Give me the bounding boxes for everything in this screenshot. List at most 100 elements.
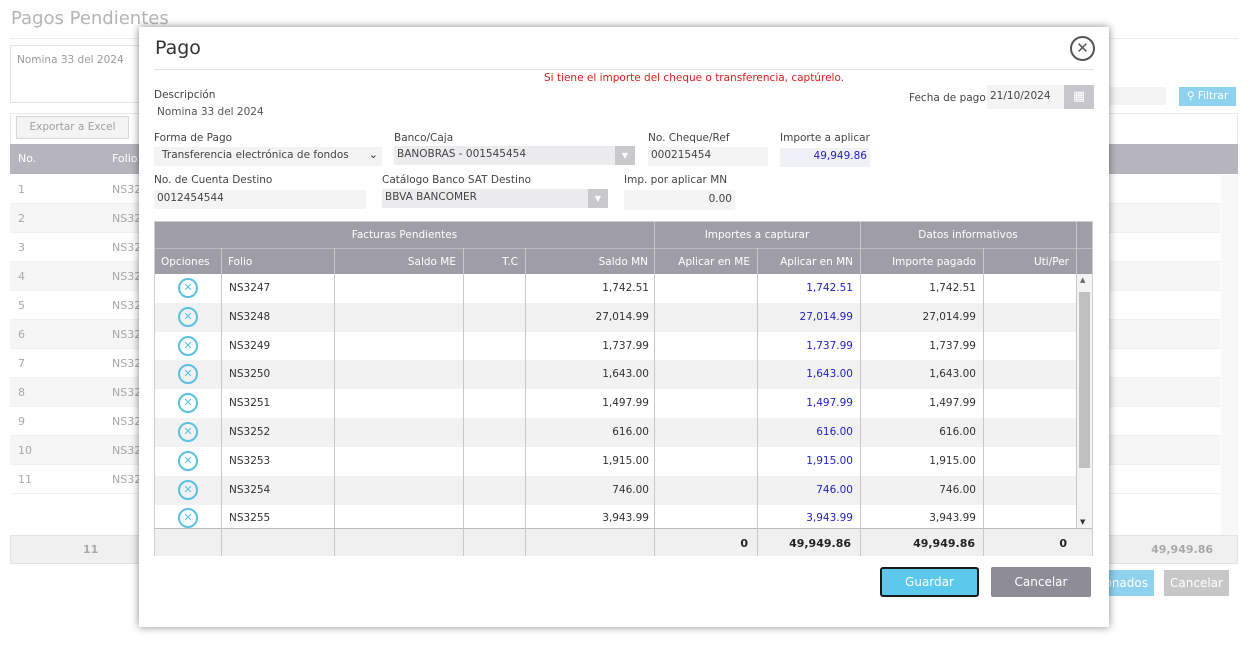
scrollbar[interactable] xyxy=(1221,175,1238,535)
grid-scrollbar[interactable]: ▲ ▼ xyxy=(1077,274,1092,528)
row-folio: NS32 xyxy=(112,473,142,486)
total-aplicar-me: 0 xyxy=(740,537,748,550)
row-aplicar-mn[interactable]: 746.00 xyxy=(816,483,853,496)
search-icon: ⚲ xyxy=(1186,90,1195,102)
row-importe-pagado: 27,014.99 xyxy=(922,310,976,323)
row-saldo-mn: 1,742.51 xyxy=(602,282,649,294)
forma-pago-label: Forma de Pago xyxy=(154,132,233,144)
warning-text: Si tiene el importe del cheque o transfe… xyxy=(544,72,845,84)
table-row[interactable]: ✕ NS3248 27,014.99 27,014.99 27,014.99 xyxy=(155,302,1076,332)
row-aplicar-mn[interactable]: 3,943.99 xyxy=(806,512,853,525)
close-icon[interactable]: ✕ xyxy=(1070,36,1095,61)
col-importe-pagado: Importe pagado xyxy=(892,256,976,268)
scroll-thumb[interactable] xyxy=(1079,292,1090,468)
table-row[interactable]: ✕ NS3252 616.00 616.00 616.00 xyxy=(155,418,1076,447)
row-folio: NS32 xyxy=(112,299,142,312)
remove-circle-icon[interactable]: ✕ xyxy=(178,335,198,356)
remove-circle-icon[interactable]: ✕ xyxy=(178,278,198,298)
remove-circle-icon[interactable]: ✕ xyxy=(178,450,198,471)
footer-count: 11 xyxy=(83,543,99,556)
row-saldo-mn: 1,915.00 xyxy=(602,454,649,467)
remove-circle-icon[interactable]: ✕ xyxy=(178,393,198,414)
table-row[interactable]: ✕ NS3247 1,742.51 1,742.51 1,742.51 xyxy=(155,274,1076,303)
table-row[interactable]: ✕ NS3251 1,497.99 1,497.99 1,497.99 xyxy=(155,389,1076,418)
row-folio: NS3249 xyxy=(229,339,271,352)
col-uti-per: Uti/Per xyxy=(1034,256,1069,268)
grid-body: ✕ NS3247 1,742.51 1,742.51 1,742.51 ✕ NS3248 27… xyxy=(155,274,1076,528)
export-excel-button[interactable]: Exportar a Excel xyxy=(16,116,129,139)
forma-pago-value: Transferencia electrónica de fondos xyxy=(162,149,349,161)
table-row[interactable]: ✕ NS3254 746.00 746.00 746.00 xyxy=(155,475,1076,505)
row-number: 1 xyxy=(18,183,25,196)
fecha-input[interactable]: 21/10/2024 xyxy=(987,85,1065,109)
col-no: No. xyxy=(18,152,37,165)
save-button[interactable]: Guardar xyxy=(880,567,979,597)
divider xyxy=(154,69,1094,70)
row-saldo-mn: 3,943.99 xyxy=(602,512,649,525)
row-folio: NS3254 xyxy=(229,483,271,496)
row-aplicar-mn[interactable]: 616.00 xyxy=(816,426,853,438)
col-tc: T.C xyxy=(502,256,518,268)
row-aplicar-mn[interactable]: 1,737.99 xyxy=(806,339,853,352)
table-row[interactable]: ✕ NS3255 3,943.99 3,943.99 3,943.99 xyxy=(155,504,1076,528)
filter-input[interactable] xyxy=(1090,87,1166,105)
row-saldo-mn: 746.00 xyxy=(612,483,649,496)
por-aplicar-label: Imp. por aplicar MN xyxy=(624,174,728,186)
forma-pago-select[interactable]: Transferencia electrónica de fondos ⌄ xyxy=(154,147,382,166)
table-row[interactable]: ✕ NS3250 1,643.00 1,643.00 1,643.00 xyxy=(155,360,1076,390)
catalogo-select[interactable]: BBVA BANCOMER ▼ xyxy=(382,189,608,208)
row-aplicar-mn[interactable]: 1,915.00 xyxy=(806,454,853,467)
row-folio: NS32 xyxy=(112,415,142,428)
row-aplicar-mn[interactable]: 27,014.99 xyxy=(799,310,853,323)
remove-circle-icon[interactable]: ✕ xyxy=(178,479,198,500)
grid-group-header: Facturas Pendientes Importes a capturar … xyxy=(155,222,1092,248)
cheque-label: No. Cheque/Ref xyxy=(648,132,730,144)
remove-circle-icon[interactable]: ✕ xyxy=(178,422,198,442)
col-saldo-me: Saldo ME xyxy=(407,256,456,268)
group-datos: Datos informativos xyxy=(918,229,1018,241)
scroll-down-icon[interactable]: ▼ xyxy=(1080,518,1086,526)
banco-label: Banco/Caja xyxy=(394,132,454,144)
row-folio: NS32 xyxy=(112,183,142,196)
calendar-icon[interactable]: ▦ xyxy=(1064,85,1094,109)
total-importe-pagado: 49,949.86 xyxy=(913,537,975,550)
col-aplicar-mn: Aplicar en MN xyxy=(780,256,853,268)
row-folio: NS3247 xyxy=(229,282,271,294)
table-row[interactable]: ✕ NS3253 1,915.00 1,915.00 1,915.00 xyxy=(155,447,1076,476)
cuenta-input[interactable]: 0012454544 xyxy=(154,190,366,209)
row-aplicar-mn[interactable]: 1,643.00 xyxy=(806,368,853,381)
row-number: 4 xyxy=(18,270,25,283)
remove-circle-icon[interactable]: ✕ xyxy=(178,364,198,385)
importe-input[interactable]: 49,949.86 xyxy=(780,148,870,167)
group-facturas: Facturas Pendientes xyxy=(351,229,458,241)
row-importe-pagado: 1,497.99 xyxy=(929,397,976,410)
row-folio: NS3253 xyxy=(229,454,271,467)
invoices-grid: Facturas Pendientes Importes a capturar … xyxy=(154,221,1093,556)
cancel-button[interactable]: Cancelar xyxy=(991,567,1091,597)
row-folio: NS32 xyxy=(112,444,142,457)
banco-select[interactable]: BANOBRAS - 001545454 ▼ xyxy=(394,146,635,165)
cheque-input[interactable]: 000215454 xyxy=(648,147,768,166)
description-box: Nomina 33 del 2024 xyxy=(10,45,140,103)
modal-title: Pago xyxy=(155,37,201,59)
row-importe-pagado: 1,742.51 xyxy=(929,282,976,294)
table-row[interactable]: ✕ NS3249 1,737.99 1,737.99 1,737.99 xyxy=(155,332,1076,361)
remove-circle-icon[interactable]: ✕ xyxy=(178,306,198,327)
row-saldo-mn: 616.00 xyxy=(612,426,649,438)
chevron-down-icon: ⌄ xyxy=(368,148,378,161)
descripcion-value: Nomina 33 del 2024 xyxy=(157,106,264,118)
filter-button[interactable]: ⚲ Filtrar xyxy=(1179,87,1236,106)
row-folio: NS32 xyxy=(112,386,142,399)
row-number: 10 xyxy=(18,444,32,457)
row-folio: NS3252 xyxy=(229,426,271,438)
row-aplicar-mn[interactable]: 1,742.51 xyxy=(806,282,853,294)
row-aplicar-mn[interactable]: 1,497.99 xyxy=(806,397,853,410)
col-saldo-mn: Saldo MN xyxy=(598,256,648,268)
fecha-label: Fecha de pago xyxy=(909,92,986,104)
banco-value: BANOBRAS - 001545454 xyxy=(397,148,527,160)
scroll-up-icon[interactable]: ▲ xyxy=(1080,276,1086,284)
col-folio: Folio xyxy=(228,256,253,268)
remove-circle-icon[interactable]: ✕ xyxy=(178,508,198,528)
bg-cancel-button[interactable]: Cancelar xyxy=(1164,570,1229,596)
col-folio: Folio xyxy=(112,152,138,165)
